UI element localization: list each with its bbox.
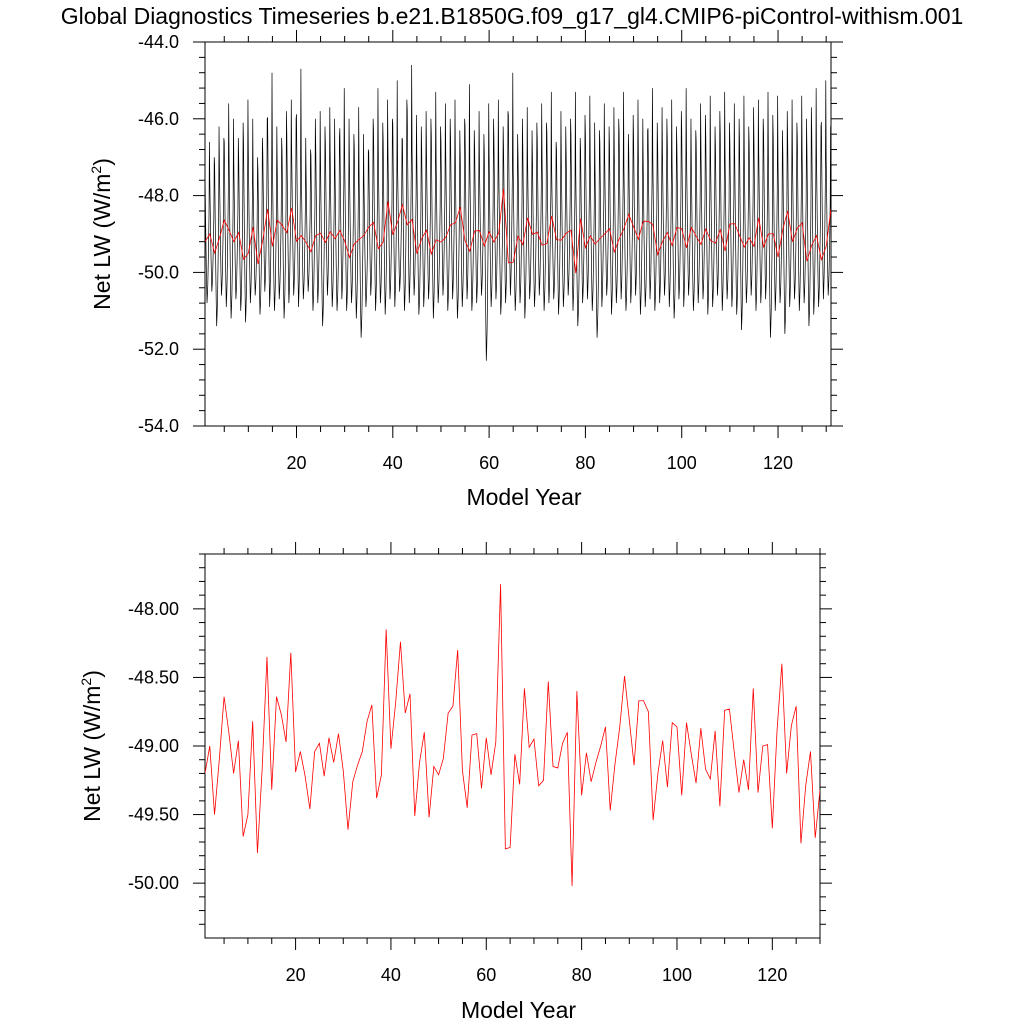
x-tick-label: 40: [381, 965, 401, 985]
x-tick-label: 40: [383, 453, 403, 473]
plot-frame: [204, 41, 832, 427]
x-tick-label: 20: [286, 453, 306, 473]
y-tick-label: -50.00: [128, 873, 179, 893]
x-tick-label: 120: [757, 965, 787, 985]
y-tick-label: -49.00: [128, 736, 179, 756]
x-tick-label: 100: [662, 965, 692, 985]
y-axis-label-end: ): [89, 158, 115, 166]
y-tick-label: -49.50: [128, 805, 179, 825]
y-axis-label-sup: 2: [88, 166, 104, 174]
x-axis-label: Model Year: [461, 997, 576, 1023]
y-tick-label: -46.0: [138, 109, 179, 129]
x-tick-label: 80: [575, 453, 595, 473]
y-axis-label: Net LW (W/m2): [88, 158, 115, 310]
y-axis-label: Net LW (W/m2): [78, 670, 105, 822]
monthly-series-line: [205, 65, 831, 361]
y-tick-label: -52.0: [138, 339, 179, 359]
x-tick-label: 80: [572, 965, 592, 985]
y-axis-label-sup: 2: [78, 678, 94, 686]
x-tick-label: 100: [667, 453, 697, 473]
y-tick-label: -48.00: [128, 599, 179, 619]
x-axis-label: Model Year: [466, 484, 581, 510]
figure-title: Global Diagnostics Timeseries b.e21.B185…: [61, 3, 964, 29]
top-panel: -54.0 -52.0 -50.0 -48.0 -46.0 -44.0 20 40 60 80 10…: [88, 30, 843, 510]
annual-series-line: [205, 188, 831, 274]
x-tick-label: 60: [476, 965, 496, 985]
y-tick-label: -54.0: [138, 416, 179, 436]
y-tick-label: -48.50: [128, 667, 179, 687]
x-tick-label: 60: [479, 453, 499, 473]
y-tick-label: -50.0: [138, 262, 179, 282]
x-tick-label: 120: [763, 453, 793, 473]
bottom-panel: -50.00 -49.50 -49.00 -48.50 -48.00 20 40 60 80 10…: [78, 542, 832, 1023]
x-tick-label: 20: [286, 965, 306, 985]
y-axis-label-end: ): [79, 670, 105, 678]
y-tick-label: -44.0: [138, 32, 179, 52]
y-tick-label: -48.0: [138, 186, 179, 206]
annual-series-line: [205, 584, 820, 886]
y-axis-label-main: Net LW (W/m: [89, 174, 115, 310]
y-axis-label-main: Net LW (W/m: [79, 686, 105, 822]
